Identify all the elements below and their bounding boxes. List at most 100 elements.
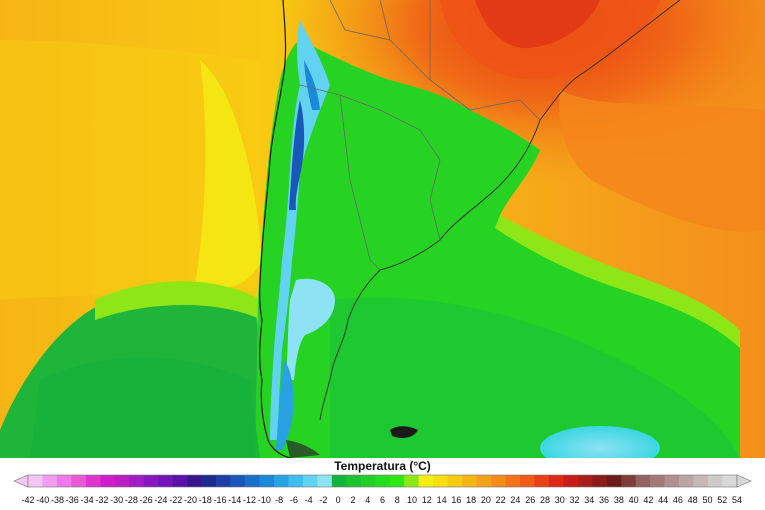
scale-swatch <box>606 475 622 487</box>
scale-swatch <box>288 475 304 487</box>
scale-tick-label: -18 <box>198 495 212 505</box>
scale-arrow-right <box>736 474 752 488</box>
andes-deep-cold <box>289 100 305 210</box>
bright-yellow-strip <box>195 60 262 289</box>
scale-swatch <box>577 475 593 487</box>
scale-swatch <box>462 475 477 487</box>
scale-swatch <box>245 475 260 487</box>
scale-tick-label: 52 <box>717 495 728 505</box>
scale-tick-label: 36 <box>599 495 610 505</box>
scale-swatch <box>216 475 231 487</box>
scale-swatch <box>375 475 391 487</box>
darker-green-atlantic <box>330 297 740 458</box>
scale-tick-label: 34 <box>584 495 595 505</box>
scale-tick-label: 48 <box>687 495 698 505</box>
scale-tick-label: -8 <box>275 495 284 505</box>
scale-tick-label: -6 <box>289 495 298 505</box>
scale-tick-label: -2 <box>319 495 328 505</box>
scale-swatch <box>722 475 738 487</box>
scale-swatch <box>317 475 333 487</box>
scale-swatch <box>302 475 318 487</box>
scale-swatch <box>129 475 145 487</box>
scale-tick-label: -20 <box>183 495 197 505</box>
country-borders <box>299 0 541 271</box>
temperature-legend: Temperatura (°C) -42 -40 -38 -36 -34 -32 -30 -2… <box>0 458 765 510</box>
dark-green-south <box>30 357 260 458</box>
scale-tick-label: 24 <box>510 495 521 505</box>
scale-tick-label: -34 <box>80 495 94 505</box>
scale-swatch <box>71 475 87 487</box>
scale-tick-label: 38 <box>613 495 624 505</box>
scale-tick-label: 2 <box>350 495 356 505</box>
scale-tick-label: 4 <box>365 495 371 505</box>
scale-tick-label: 10 <box>407 495 418 505</box>
yellow-region-west <box>0 40 260 300</box>
scale-arrow-left <box>13 474 29 488</box>
scale-tick-label: 44 <box>658 495 669 505</box>
patagonia-teal <box>276 360 294 450</box>
orange-region-east <box>559 90 765 232</box>
scale-swatch <box>259 475 275 487</box>
scale-swatch <box>389 475 405 487</box>
scale-swatch <box>563 475 579 487</box>
red-core-north <box>475 0 600 49</box>
scale-swatch <box>519 475 535 487</box>
scale-tick-label: -22 <box>169 495 183 505</box>
scale-swatch <box>114 475 130 487</box>
scale-swatch <box>592 475 608 487</box>
scale-swatch <box>172 475 188 487</box>
chile-coastline <box>259 0 291 458</box>
andes-blue <box>304 60 320 110</box>
cold-patch-south <box>540 426 660 458</box>
scale-swatch <box>418 475 434 487</box>
scale-tick-label: 28 <box>539 495 550 505</box>
scale-tick-label: -40 <box>36 495 50 505</box>
scale-swatch <box>447 475 463 487</box>
scale-swatch <box>158 475 173 487</box>
scale-tick-label: 0 <box>335 495 341 505</box>
scale-tick-label: 50 <box>702 495 713 505</box>
scale-tick-label: 6 <box>379 495 386 505</box>
temperature-map <box>0 0 765 458</box>
scale-tick-label: -26 <box>139 495 153 505</box>
scale-swatch <box>273 475 289 487</box>
scale-tick-label: 14 <box>436 495 447 505</box>
scale-swatch <box>548 475 564 487</box>
scale-tick-label: -42 <box>21 495 35 505</box>
scale-swatch <box>187 475 202 487</box>
tierra-del-fuego <box>286 440 320 458</box>
scale-tick-label: -24 <box>154 495 168 505</box>
scale-tick-label: 46 <box>672 495 683 505</box>
scale-tick-label: -16 <box>213 495 227 505</box>
scale-tick-label: 26 <box>525 495 536 505</box>
scale-tick-label: 18 <box>466 495 477 505</box>
scale-swatch <box>346 475 362 487</box>
atlantic-coastline <box>319 119 541 421</box>
color-scale-bar <box>13 474 752 488</box>
scale-tick-label: 20 <box>480 495 491 505</box>
scale-swatch <box>491 475 506 487</box>
scale-tick-label: -12 <box>243 495 257 505</box>
scale-tick-label: -14 <box>228 495 242 505</box>
scale-swatch <box>331 475 347 487</box>
brazil-coastline <box>539 0 681 121</box>
scale-tick-label: -28 <box>124 495 138 505</box>
scale-swatch <box>100 475 116 487</box>
scale-swatch <box>650 475 665 487</box>
scale-swatch <box>476 475 492 487</box>
scale-swatch <box>360 475 376 487</box>
light-green-band <box>95 281 262 320</box>
scale-swatch <box>143 475 159 487</box>
scale-swatch <box>664 475 680 487</box>
scale-tick-label: -30 <box>110 495 124 505</box>
scale-swatch <box>534 475 550 487</box>
yellow-green-margin <box>495 215 740 348</box>
scale-tick-label: 8 <box>394 495 400 505</box>
scale-swatch <box>708 475 723 487</box>
scale-swatch <box>85 475 101 487</box>
scale-tick-label: -32 <box>95 495 109 505</box>
scale-swatch <box>635 475 651 487</box>
scale-swatch <box>693 475 709 487</box>
scale-swatch <box>505 475 521 487</box>
scale-swatch <box>404 475 419 487</box>
